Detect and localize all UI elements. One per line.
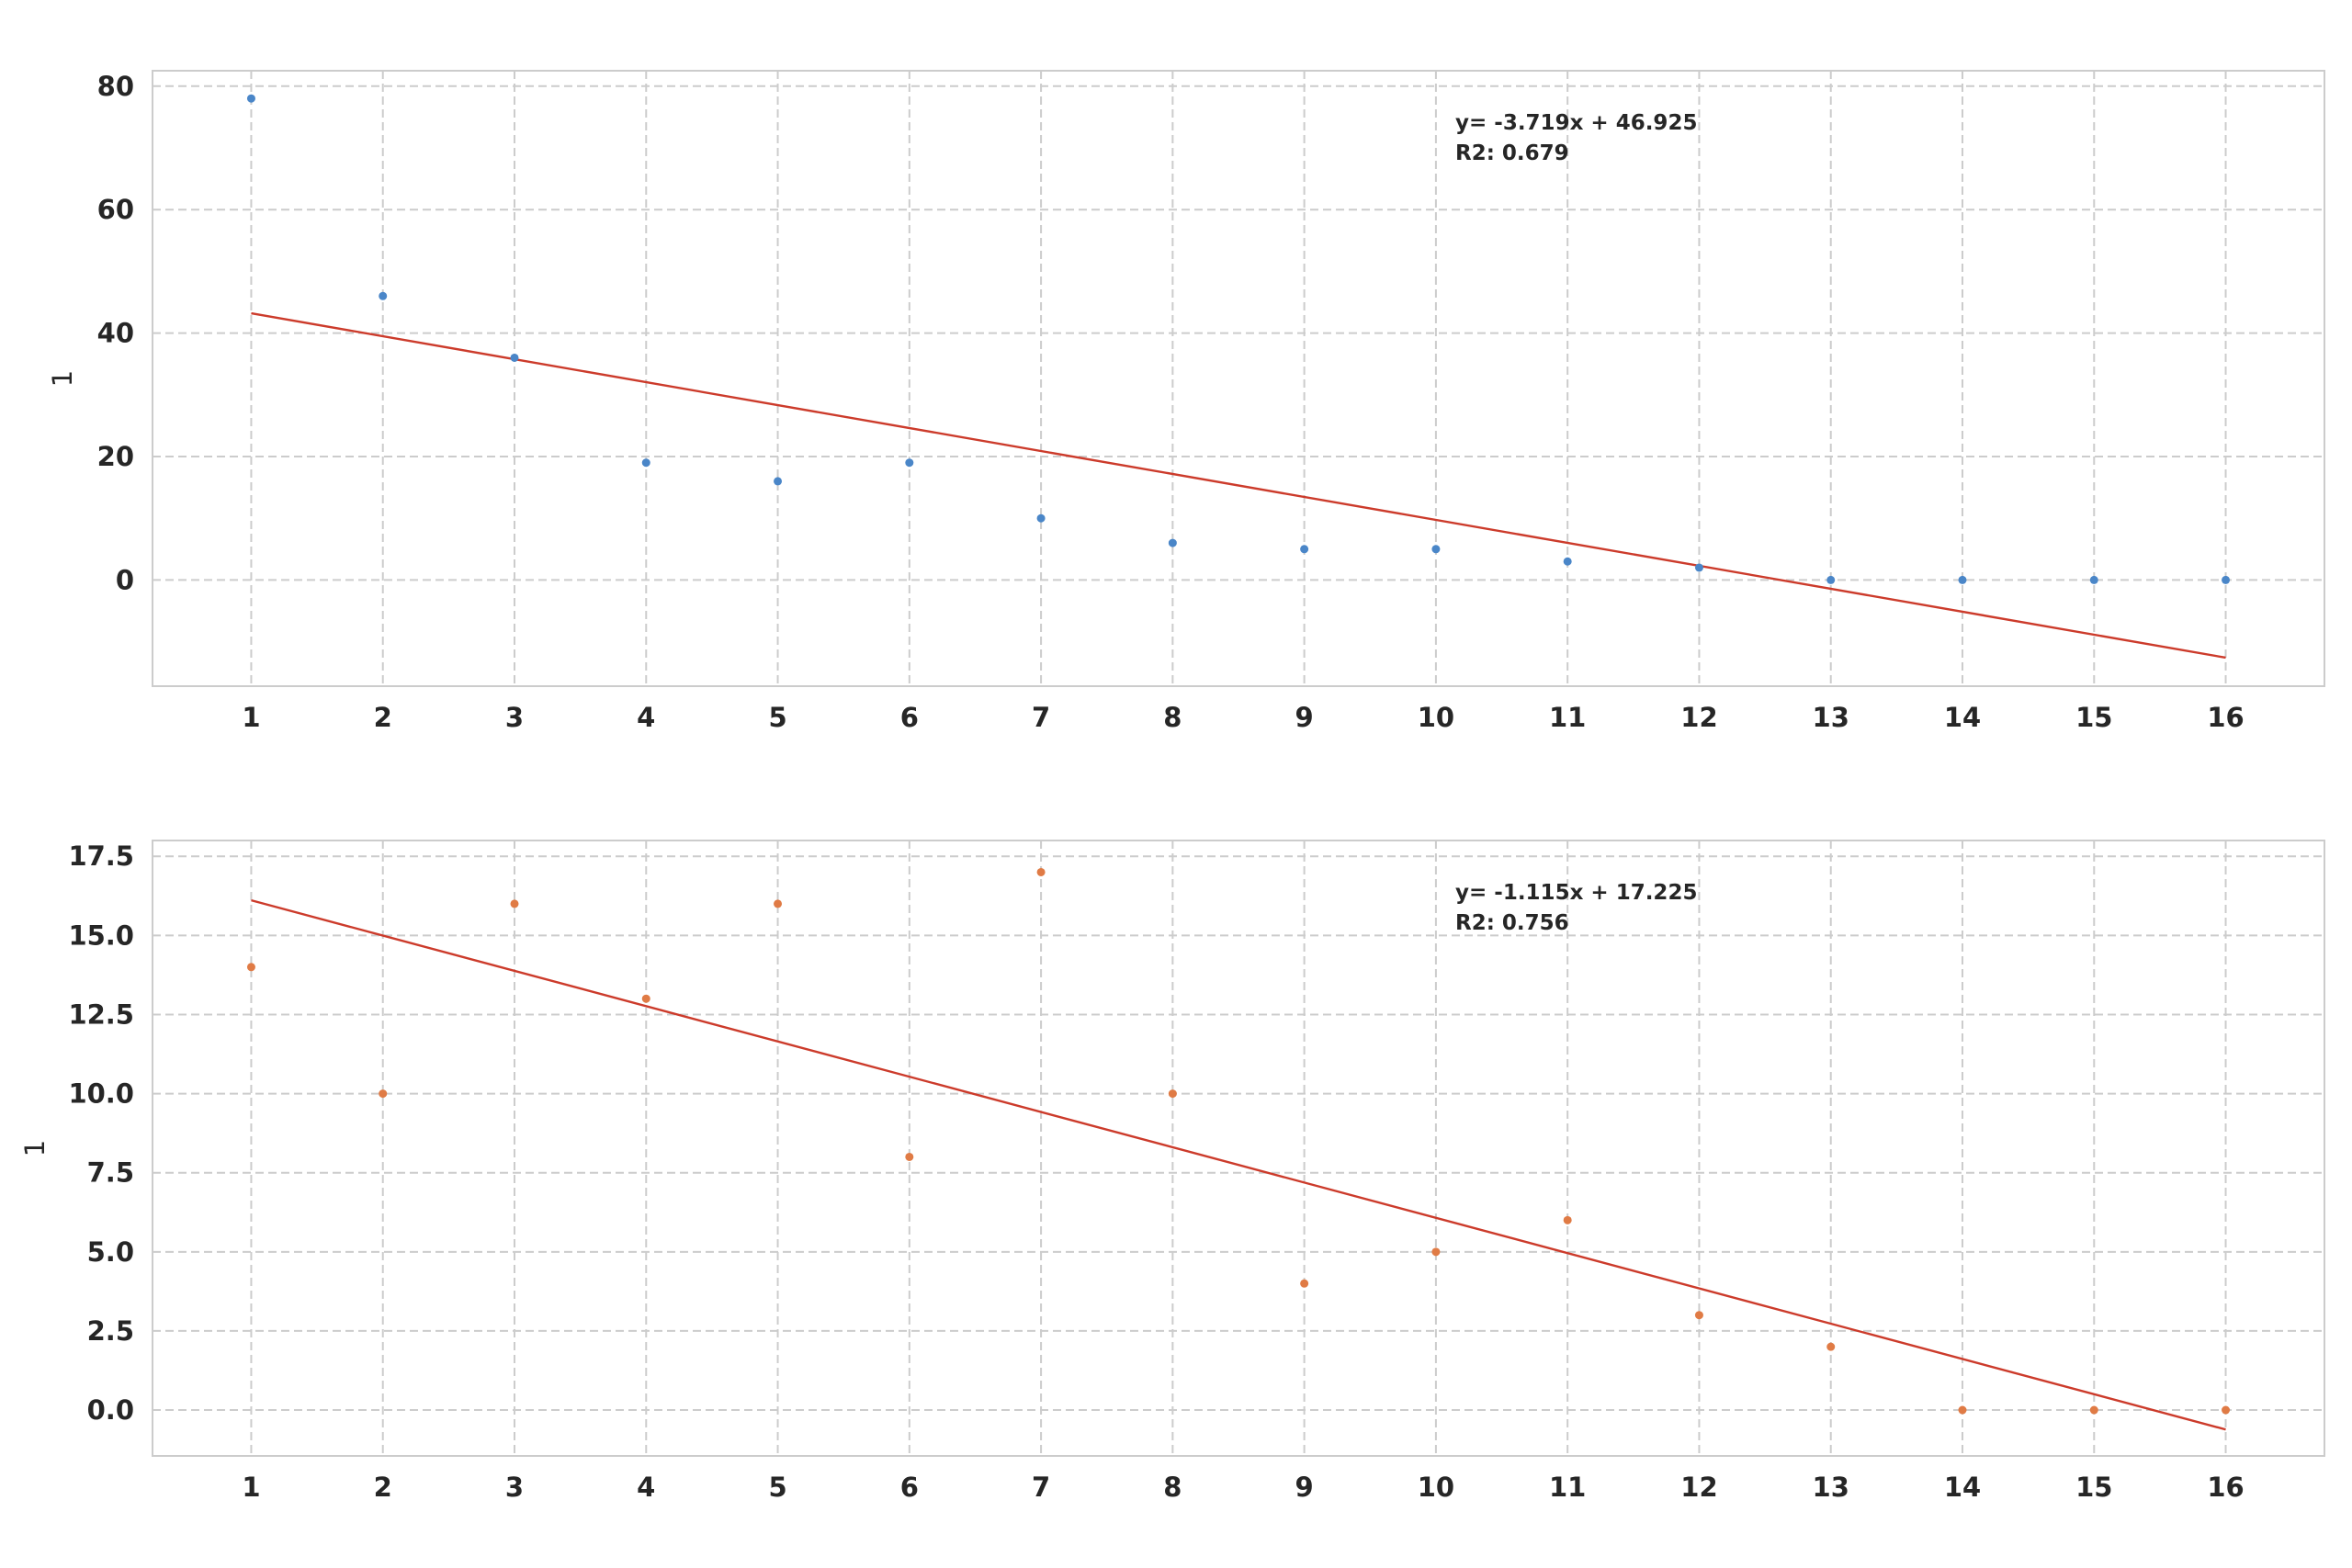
plot2-data-point (1563, 1215, 1572, 1224)
plot1-x-tick-label: 3 (505, 702, 524, 733)
plot2-data-point (1958, 1405, 1967, 1415)
plot1-y-tick-label: 20 (97, 441, 134, 472)
plot1-x-tick-label: 4 (637, 702, 655, 733)
plot1-y-tick-label: 0 (116, 564, 134, 595)
plot2-x-tick-label: 1 (242, 1472, 260, 1503)
plot1-x-tick-label: 1 (242, 702, 260, 733)
plot2-regression-line (251, 898, 2226, 1431)
plot2-regression-annotation: y= -1.115x + 17.225 (1455, 881, 1697, 905)
plot2-x-tick-label: 13 (1813, 1472, 1849, 1503)
plot1-y-axis-label: 1 (47, 370, 78, 387)
plot1-data-point (1826, 575, 1836, 584)
plot2-data-point (1036, 867, 1046, 876)
plot2-x-tick-label: 14 (1944, 1472, 1981, 1503)
plot2-data-point (1694, 1311, 1703, 1320)
plot2-x-tick-label: 10 (1418, 1472, 1454, 1503)
plot1-data-point (246, 94, 255, 103)
plot2-x-tick-label: 15 (2075, 1472, 2112, 1503)
plot2-x-tick-label: 8 (1163, 1472, 1182, 1503)
plot2-frame (152, 840, 2325, 1457)
plot2-y-tick-label: 17.5 (68, 840, 134, 872)
plot2-x-tick-label: 16 (2207, 1472, 2244, 1503)
plot2-data-point (379, 1089, 388, 1099)
plot1-x-tick-label: 16 (2207, 702, 2244, 733)
plot1-data-point (1563, 557, 1572, 566)
plot2-data-point (641, 994, 650, 1003)
plot2-x-tick-label: 3 (505, 1472, 524, 1503)
plot1-regression-annotation: y= -3.719x + 46.925 (1455, 111, 1697, 135)
plot1-x-tick-label: 15 (2075, 702, 2112, 733)
plot1-y-tick-label: 60 (97, 194, 134, 225)
plot1-data-point (641, 458, 650, 468)
plot2-x-tick-label: 4 (637, 1472, 655, 1503)
plot2-regression-annotation: R2: 0.756 (1455, 911, 1569, 935)
plot1-x-tick-label: 10 (1418, 702, 1454, 733)
plot1-x-tick-label: 6 (900, 702, 919, 733)
plot2-data-point (1431, 1247, 1441, 1257)
plot1-data-point (1958, 575, 1967, 584)
plot2-y-tick-label: 0.0 (87, 1394, 134, 1426)
plot2-y-tick-label: 15.0 (68, 919, 134, 951)
plot1-x-tick-label: 9 (1295, 702, 1314, 733)
plot1-data-point (774, 477, 783, 486)
plot2-x-tick-label: 5 (768, 1472, 786, 1503)
plot1-frame (152, 70, 2325, 687)
plot2-x-tick-label: 7 (1032, 1472, 1050, 1503)
plot2-y-tick-label: 12.5 (68, 998, 134, 1030)
plot1-data-point (2089, 575, 2098, 584)
plot1-data-point (2222, 575, 2231, 584)
plot2-y-tick-label: 5.0 (87, 1236, 134, 1268)
plot1-regression-line (251, 311, 2226, 660)
plot1-data-point (1300, 545, 1309, 554)
plot2-y-tick-label: 2.5 (87, 1315, 134, 1347)
plot2-data-point (510, 899, 519, 908)
plot1-x-tick-label: 11 (1549, 702, 1586, 733)
plot1-regression-annotation: R2: 0.679 (1455, 141, 1569, 165)
plot2-data-point (2222, 1405, 2231, 1415)
plot1-x-tick-label: 7 (1032, 702, 1050, 733)
plot1-data-point (379, 291, 388, 300)
plot1-x-tick-label: 12 (1680, 702, 1717, 733)
plot1-data-point (1431, 545, 1441, 554)
plot1-x-tick-label: 8 (1163, 702, 1182, 733)
plot1-x-tick-label: 13 (1813, 702, 1849, 733)
plot1-x-tick-label: 14 (1944, 702, 1981, 733)
plot2-x-tick-label: 9 (1295, 1472, 1314, 1503)
plot2-data-point (1826, 1342, 1836, 1351)
plot2-y-tick-label: 10.0 (68, 1078, 134, 1110)
plot1-x-tick-label: 5 (768, 702, 786, 733)
plot2-x-tick-label: 11 (1549, 1472, 1586, 1503)
plot1-y-tick-label: 40 (97, 318, 134, 349)
plot2-y-tick-label: 7.5 (87, 1157, 134, 1189)
plot1-x-tick-label: 2 (374, 702, 392, 733)
plot1-data-point (905, 458, 914, 468)
plot2-data-point (905, 1152, 914, 1161)
plot2-data-point (246, 963, 255, 972)
plot1-data-point (510, 353, 519, 362)
plot2-data-point (774, 899, 783, 908)
plot2-data-point (1300, 1279, 1309, 1288)
plot1-data-point (1036, 513, 1046, 523)
plot2-y-axis-label: 1 (19, 1140, 51, 1156)
plot1-data-point (1168, 538, 1177, 547)
plot2-data-point (1168, 1089, 1177, 1099)
plot2-x-tick-label: 12 (1680, 1472, 1717, 1503)
plot2-x-tick-label: 2 (374, 1472, 392, 1503)
plot1-y-tick-label: 80 (97, 71, 134, 102)
plot1-data-point (1694, 563, 1703, 572)
plot2-data-point (2089, 1405, 2098, 1415)
plot2-x-tick-label: 6 (900, 1472, 919, 1503)
